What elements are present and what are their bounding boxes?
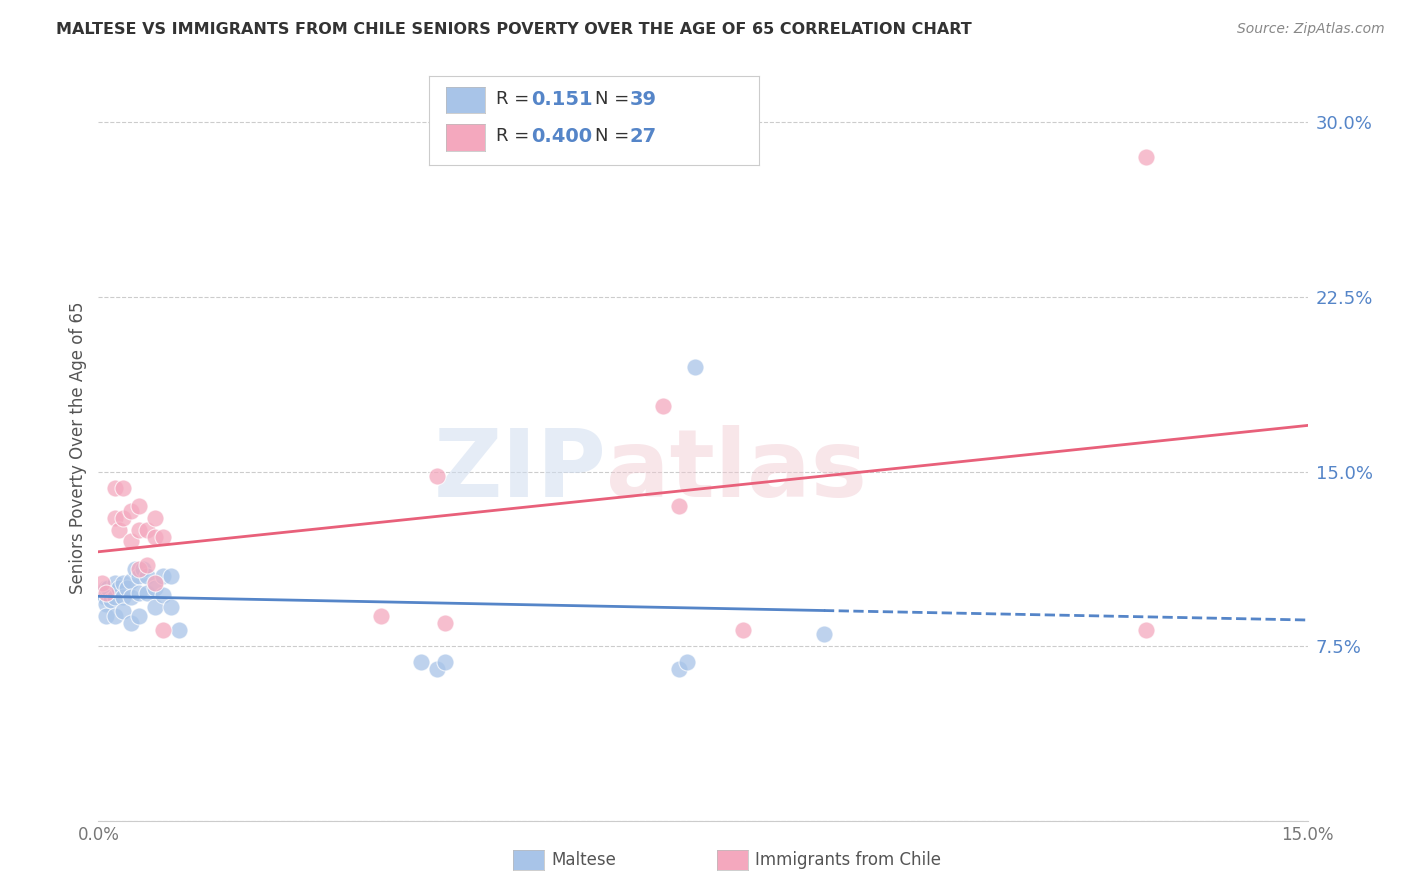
Point xyxy=(128,585,150,599)
Text: ZIP: ZIP xyxy=(433,425,606,516)
Point xyxy=(135,523,157,537)
Point xyxy=(733,623,755,637)
Point xyxy=(143,581,166,595)
Point xyxy=(103,481,125,495)
Point xyxy=(103,511,125,525)
Point xyxy=(813,627,835,641)
Point xyxy=(426,662,449,676)
Point xyxy=(120,574,142,588)
Point xyxy=(426,469,449,483)
Point xyxy=(128,569,150,583)
Point xyxy=(135,585,157,599)
Text: 39: 39 xyxy=(630,89,657,109)
Point xyxy=(143,530,166,544)
Point xyxy=(111,604,134,618)
Point xyxy=(120,534,142,549)
Point xyxy=(111,481,134,495)
Point xyxy=(1135,150,1157,164)
Point xyxy=(100,592,122,607)
Text: 0.400: 0.400 xyxy=(531,127,592,146)
Point xyxy=(124,562,146,576)
Point xyxy=(152,623,174,637)
Point xyxy=(143,511,166,525)
Point xyxy=(103,591,125,605)
Point xyxy=(107,581,129,595)
Point xyxy=(160,599,183,614)
Point xyxy=(91,576,114,591)
Point xyxy=(160,569,183,583)
Text: Immigrants from Chile: Immigrants from Chile xyxy=(755,851,941,869)
Point xyxy=(128,562,150,576)
Point xyxy=(103,576,125,591)
Point xyxy=(91,585,114,599)
Point xyxy=(132,562,155,576)
Point xyxy=(135,569,157,583)
Point xyxy=(120,615,142,630)
Point xyxy=(434,656,457,670)
Point xyxy=(120,591,142,605)
Point xyxy=(97,581,120,595)
Point xyxy=(651,400,673,414)
Point xyxy=(143,599,166,614)
Point xyxy=(96,581,118,595)
Point xyxy=(96,597,118,611)
Text: R =: R = xyxy=(496,128,530,145)
Point xyxy=(167,623,190,637)
Point xyxy=(668,500,690,514)
Point xyxy=(120,504,142,518)
Point xyxy=(115,581,138,595)
Point xyxy=(152,588,174,602)
Point xyxy=(152,530,174,544)
Point xyxy=(683,359,706,374)
Text: Source: ZipAtlas.com: Source: ZipAtlas.com xyxy=(1237,22,1385,37)
Point xyxy=(370,608,392,623)
Point xyxy=(94,591,117,605)
Point xyxy=(152,569,174,583)
Text: 27: 27 xyxy=(630,127,657,146)
Point xyxy=(111,511,134,525)
Point xyxy=(107,523,129,537)
Point xyxy=(409,656,432,670)
Point xyxy=(676,656,699,670)
Point xyxy=(128,608,150,623)
Point xyxy=(111,591,134,605)
Text: N =: N = xyxy=(595,90,628,108)
Point xyxy=(128,523,150,537)
Point xyxy=(96,585,118,599)
Point xyxy=(96,608,118,623)
Point xyxy=(143,576,166,591)
Text: atlas: atlas xyxy=(606,425,868,516)
Point xyxy=(111,576,134,591)
Point xyxy=(128,500,150,514)
Point xyxy=(103,608,125,623)
Point xyxy=(135,558,157,572)
Point xyxy=(434,615,457,630)
Text: N =: N = xyxy=(595,128,628,145)
Point xyxy=(668,662,690,676)
Text: R =: R = xyxy=(496,90,530,108)
Text: MALTESE VS IMMIGRANTS FROM CHILE SENIORS POVERTY OVER THE AGE OF 65 CORRELATION : MALTESE VS IMMIGRANTS FROM CHILE SENIORS… xyxy=(56,22,972,37)
Point xyxy=(1135,623,1157,637)
Y-axis label: Seniors Poverty Over the Age of 65: Seniors Poverty Over the Age of 65 xyxy=(69,302,87,594)
Text: 0.151: 0.151 xyxy=(531,89,593,109)
Text: Maltese: Maltese xyxy=(551,851,616,869)
